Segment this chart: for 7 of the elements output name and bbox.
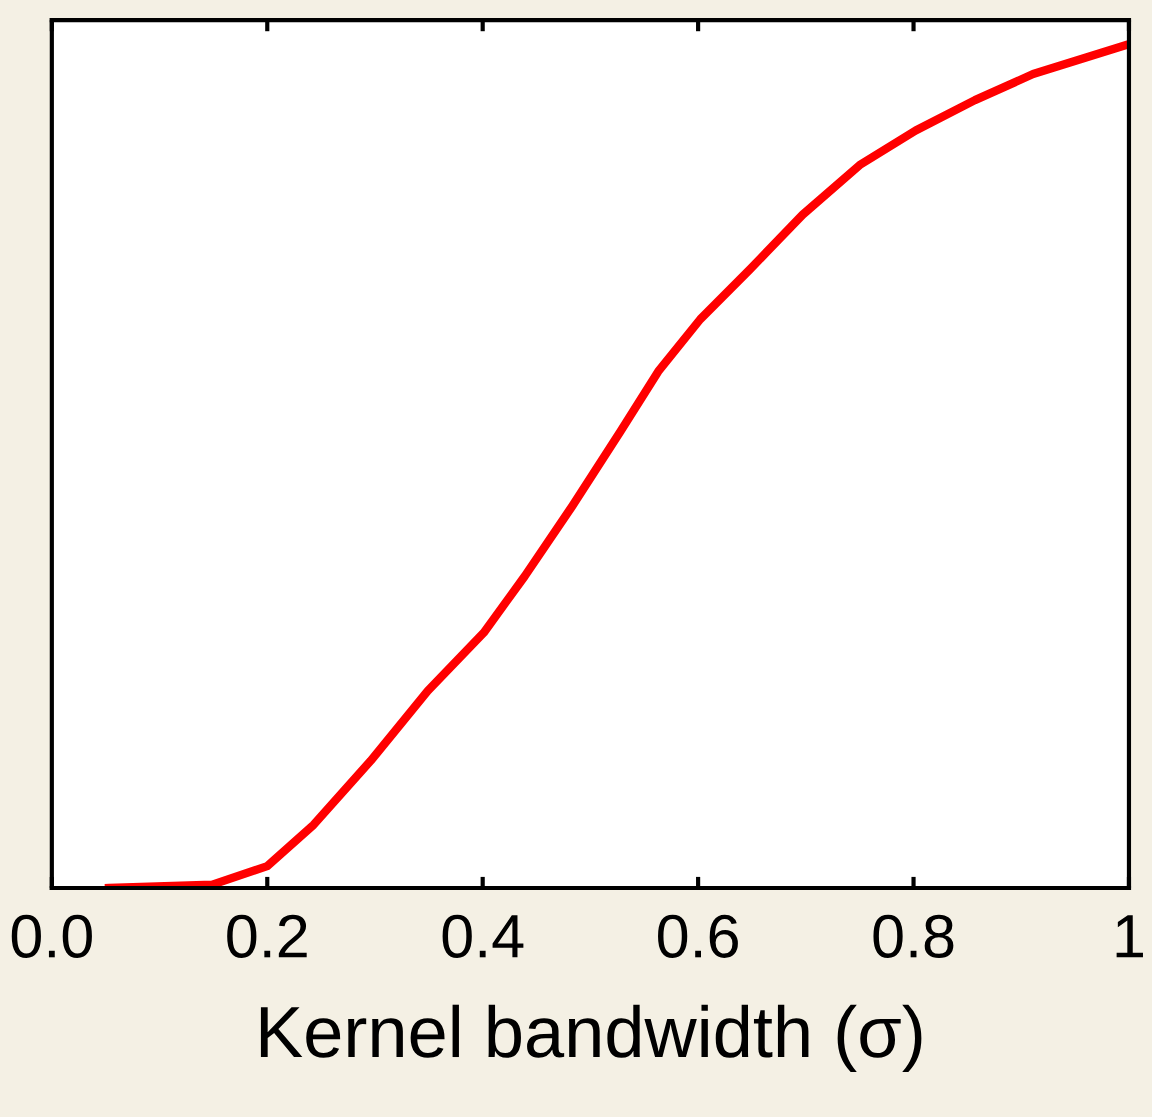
- x-tick-label: 0.2: [227, 914, 307, 958]
- x-tick-label: 0.8: [873, 914, 954, 958]
- x-tick-label: 0.6: [658, 914, 738, 958]
- x-tick-label: 0.4: [442, 914, 524, 958]
- x-axis-title: Kernel bandwidth (σ): [260, 1004, 922, 1072]
- x-tick-label: 1: [1116, 915, 1143, 958]
- x-tick-label: 0.0: [11, 914, 92, 958]
